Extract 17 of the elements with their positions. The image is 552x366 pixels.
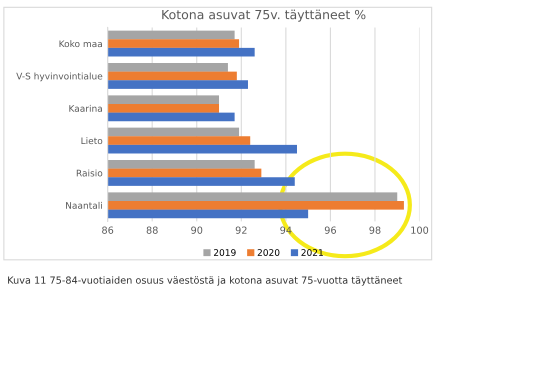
- x-tick-label: 90: [191, 226, 202, 234]
- y-tick-label: Koko maa: [60, 40, 102, 48]
- y-tick-label: Lieto: [82, 137, 102, 144]
- y-tick-label: V-S hyvinvointialue: [16, 72, 102, 82]
- x-tick-label: 100: [411, 226, 428, 234]
- y-tick-label: Raisio: [76, 170, 102, 176]
- text: Kuva 11 75-84-vuotiaiden osuus väestöstä ja kotona asuvat 75-vuotta täyttäneet: [8, 276, 402, 286]
- legend-label: 2020: [258, 249, 280, 256]
- x-tick-label: 96: [324, 226, 336, 234]
- x-tick-label: 98: [369, 226, 380, 234]
- y-tick-label: Kaarina: [69, 104, 102, 112]
- legend-label: 2019: [214, 249, 236, 256]
- chart-title: Kotona asuvat 75v. täyttäneet %: [162, 10, 366, 22]
- x-tick-label: 92: [236, 226, 247, 234]
- x-tick-label: 86: [102, 226, 114, 234]
- y-tick-label: Naantali: [66, 202, 102, 209]
- x-tick-label: 88: [146, 226, 158, 234]
